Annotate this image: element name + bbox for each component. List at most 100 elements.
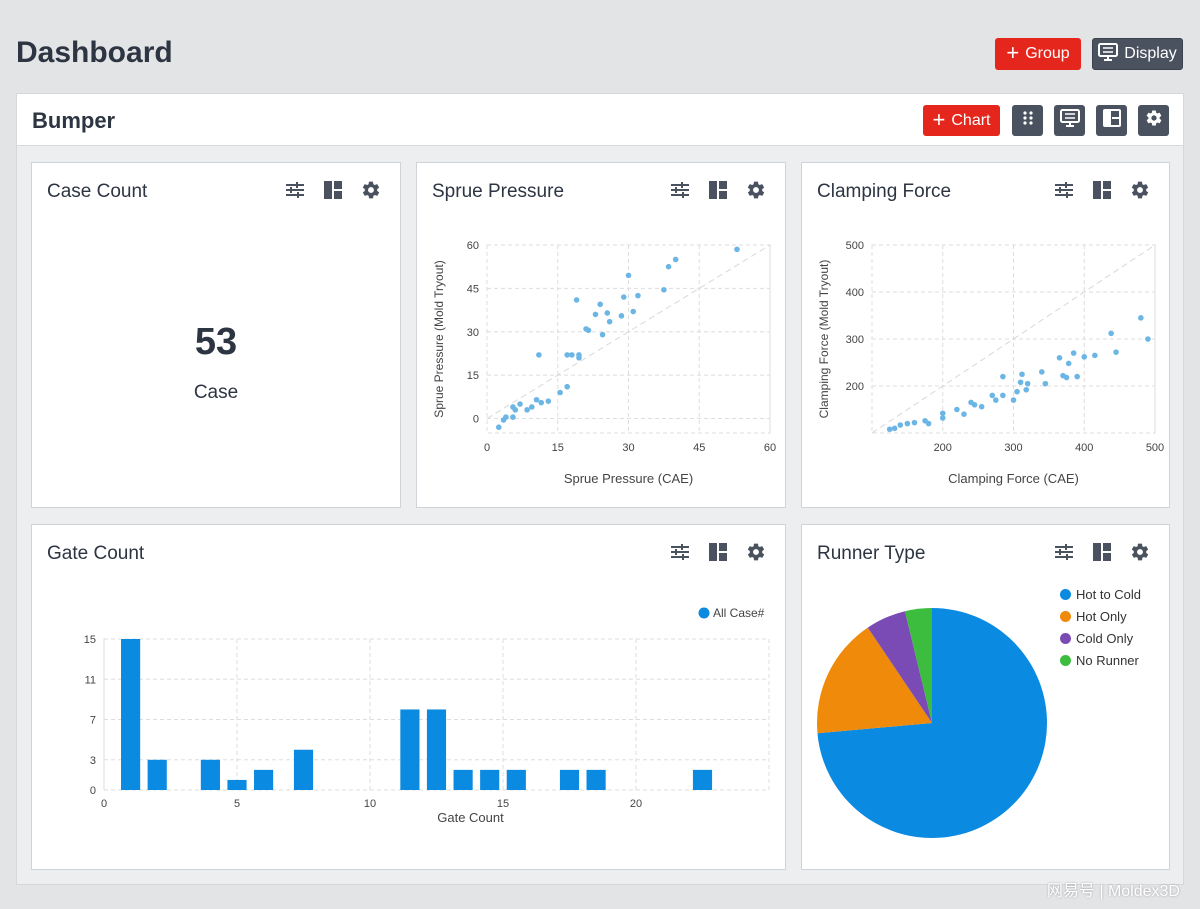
scatter-point bbox=[503, 414, 509, 420]
x-tick-label: 500 bbox=[1146, 442, 1164, 454]
bar bbox=[227, 779, 247, 790]
scatter-point bbox=[954, 406, 960, 413]
scatter-point bbox=[1019, 371, 1025, 378]
watermark: 网易号 | Moldex3D bbox=[1046, 883, 1180, 900]
scatter-point bbox=[592, 311, 599, 318]
filter-button[interactable] bbox=[284, 181, 306, 203]
scatter-point bbox=[538, 399, 545, 406]
legend-item[interactable]: No Runner bbox=[1060, 653, 1141, 668]
layout-icon bbox=[709, 180, 727, 204]
settings-button[interactable] bbox=[360, 181, 382, 203]
legend-label: Hot Only bbox=[1076, 609, 1127, 624]
gear-icon bbox=[1130, 180, 1150, 205]
grid-dots-button[interactable] bbox=[1012, 105, 1043, 136]
legend-item[interactable]: Hot to Cold bbox=[1060, 587, 1141, 602]
scatter-point bbox=[536, 352, 542, 358]
sliders-icon bbox=[1055, 181, 1073, 203]
filter-button[interactable] bbox=[1053, 181, 1075, 203]
scatter-point bbox=[533, 396, 540, 403]
y-tick-label: 45 bbox=[467, 283, 479, 295]
reference-line bbox=[486, 244, 771, 419]
gear-icon bbox=[361, 180, 381, 205]
pie-slice bbox=[817, 608, 1047, 838]
scatter-point bbox=[672, 256, 679, 263]
display-button[interactable]: Display bbox=[1092, 38, 1183, 70]
x-tick-label: 5 bbox=[234, 798, 240, 810]
scatter-point bbox=[961, 411, 967, 417]
scatter-point bbox=[510, 414, 516, 420]
scatter-point bbox=[545, 398, 552, 404]
scatter-point bbox=[576, 352, 582, 358]
y-tick-label: 3 bbox=[90, 755, 96, 767]
scatter-point bbox=[665, 263, 672, 270]
scatter-point bbox=[1042, 380, 1049, 387]
filter-button[interactable] bbox=[669, 543, 691, 565]
scatter-point bbox=[925, 420, 932, 427]
layout-button[interactable] bbox=[322, 180, 344, 203]
legend-label: Hot to Cold bbox=[1076, 587, 1142, 602]
filter-button[interactable] bbox=[669, 181, 691, 203]
scatter-point bbox=[989, 392, 996, 399]
settings-button[interactable] bbox=[1129, 543, 1151, 565]
scatter-point bbox=[1024, 380, 1031, 387]
layout-button[interactable] bbox=[1091, 180, 1113, 204]
layout-button[interactable] bbox=[707, 180, 729, 204]
monitor-icon bbox=[1098, 42, 1119, 66]
clamping-force-card: Clamping Force 200 300 400 500 200 300 400 500 C… bbox=[801, 162, 1170, 508]
legend-item[interactable]: Hot Only bbox=[1060, 609, 1141, 624]
scatter-point bbox=[524, 407, 530, 413]
scatter-point bbox=[1138, 315, 1144, 321]
y-tick-label: 400 bbox=[846, 287, 864, 299]
settings-button[interactable] bbox=[1129, 181, 1151, 203]
x-tick-label: 200 bbox=[934, 442, 952, 454]
legend-swatch bbox=[1060, 655, 1071, 666]
add-group-button[interactable]: + Group bbox=[995, 38, 1081, 70]
scatter-point bbox=[606, 318, 613, 325]
card-tools bbox=[284, 180, 382, 203]
bar bbox=[400, 709, 420, 790]
y-tick-label: 300 bbox=[846, 334, 864, 346]
legend-swatch bbox=[1060, 611, 1071, 622]
x-tick-label: 15 bbox=[497, 798, 509, 810]
x-tick-label: 15 bbox=[552, 442, 564, 454]
runner-type-legend: Hot to Cold Hot Only Cold Only No Runner bbox=[1060, 587, 1141, 668]
scatter-point bbox=[1063, 374, 1070, 381]
layout-group-button[interactable] bbox=[1096, 105, 1127, 136]
card-title: Sprue Pressure bbox=[432, 181, 565, 202]
layout-icon bbox=[1102, 109, 1121, 132]
layout-button[interactable] bbox=[1091, 542, 1113, 565]
case-count-card: Case Count 53 Case bbox=[31, 162, 401, 508]
filter-button[interactable] bbox=[1053, 543, 1075, 565]
layout-icon bbox=[1093, 180, 1111, 204]
gear-icon bbox=[746, 180, 766, 205]
scatter-point bbox=[993, 397, 999, 403]
y-tick-label: 0 bbox=[90, 785, 96, 797]
bar bbox=[147, 759, 167, 790]
bar bbox=[506, 769, 526, 790]
plus-icon: + bbox=[932, 106, 946, 132]
settings-button[interactable] bbox=[745, 181, 767, 203]
card-title: Runner Type bbox=[817, 543, 926, 564]
add-chart-label: Chart bbox=[951, 111, 991, 129]
x-tick-label: 300 bbox=[1004, 442, 1022, 454]
scatter-point bbox=[1000, 373, 1006, 380]
legend-item[interactable]: Cold Only bbox=[1060, 631, 1141, 646]
add-chart-button[interactable]: + Chart bbox=[923, 105, 1000, 136]
scatter-point bbox=[585, 327, 592, 334]
bar bbox=[254, 769, 274, 790]
card-title: Case Count bbox=[47, 181, 148, 202]
gear-icon bbox=[1145, 109, 1163, 132]
scatter-point bbox=[1065, 360, 1072, 367]
scatter-point bbox=[1017, 379, 1024, 386]
x-axis-label: Gate Count bbox=[437, 810, 504, 825]
display-group-button[interactable] bbox=[1054, 105, 1085, 136]
scatter-point bbox=[886, 426, 893, 433]
sliders-icon bbox=[286, 181, 304, 203]
y-axis-label: Sprue Pressure (Mold Tryout) bbox=[432, 260, 446, 417]
x-tick-label: 60 bbox=[764, 442, 776, 454]
add-group-label: Group bbox=[1025, 45, 1070, 62]
y-tick-label: 60 bbox=[467, 240, 479, 252]
layout-button[interactable] bbox=[707, 542, 729, 565]
settings-group-button[interactable] bbox=[1138, 105, 1169, 136]
settings-button[interactable] bbox=[745, 543, 767, 565]
